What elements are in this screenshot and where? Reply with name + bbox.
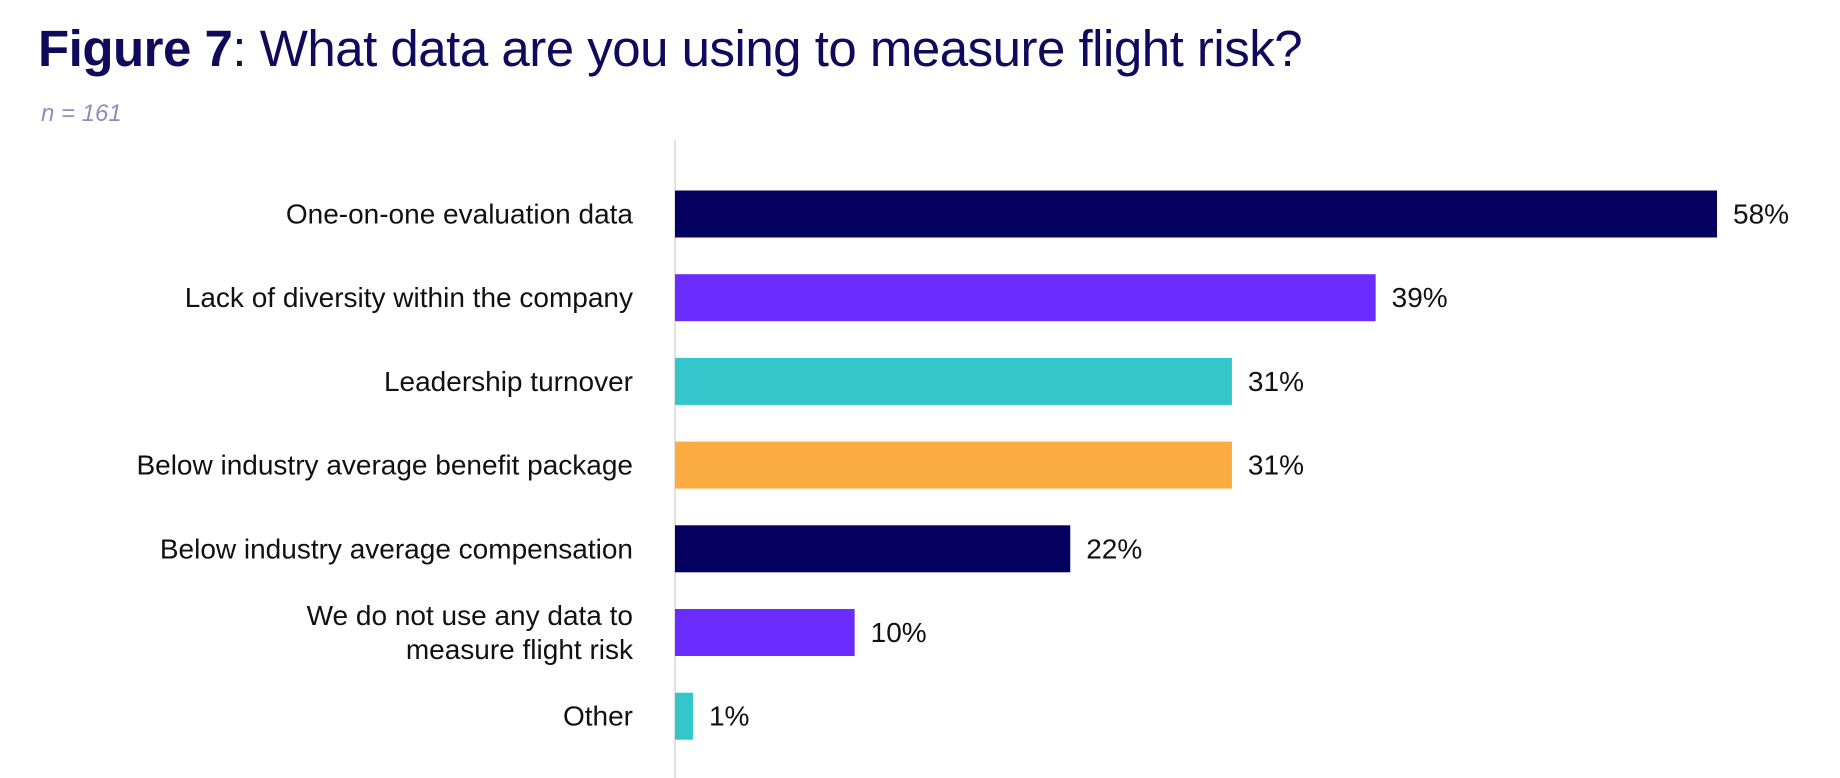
- category-label-line: We do not use any data to: [307, 600, 633, 631]
- sample-size-note: n = 161: [41, 100, 122, 127]
- bar-row: 39% Lack of diversity within the company: [185, 274, 1448, 322]
- bar-value-label: 31%: [1248, 450, 1304, 481]
- bar-value-label: 31%: [1248, 366, 1304, 397]
- bar-row: 31% Leadership turnover: [384, 357, 1304, 405]
- bar-value-label: 39%: [1392, 282, 1448, 313]
- figure-label: Figure 7: [38, 20, 233, 77]
- category-label-line: Below industry average benefit package: [136, 450, 633, 481]
- bar: [675, 441, 1232, 489]
- category-label: Below industry average benefit package: [136, 450, 633, 481]
- bar: [675, 692, 693, 740]
- bar-value-label: 58%: [1733, 199, 1789, 230]
- bar-row: 22% Below industry average compensation: [160, 525, 1142, 573]
- bar-row: 58% One-on-one evaluation data: [286, 190, 1789, 238]
- category-label: Lack of diversity within the company: [185, 282, 633, 313]
- category-label-line: Lack of diversity within the company: [185, 282, 633, 313]
- category-label: One-on-one evaluation data: [286, 199, 634, 230]
- chart-title: Figure 7: What data are you using to mea…: [38, 18, 1303, 80]
- bar: [675, 190, 1717, 238]
- bar: [675, 609, 855, 656]
- category-label: Leadership turnover: [384, 366, 633, 397]
- category-label-line: Below industry average compensation: [160, 533, 633, 564]
- bar-value-label: 22%: [1086, 533, 1142, 564]
- bar: [675, 274, 1376, 322]
- bar: [675, 357, 1232, 405]
- category-label: Below industry average compensation: [160, 533, 633, 564]
- bar-row: 31% Below industry average benefit packag…: [136, 441, 1304, 489]
- category-label-line: measure flight risk: [406, 634, 634, 665]
- category-label-line: Leadership turnover: [384, 366, 633, 397]
- bar-value-label: 10%: [871, 617, 927, 648]
- bar-value-label: 1%: [709, 701, 749, 732]
- category-label: Other: [563, 701, 633, 732]
- bar: [675, 525, 1071, 573]
- category-label-line: Other: [563, 701, 633, 732]
- category-label-line: One-on-one evaluation data: [286, 199, 634, 230]
- figure-question: : What data are you using to measure fli…: [232, 20, 1303, 77]
- bars-layer: 58% One-on-one evaluation data 39% Lack of …: [136, 190, 1789, 740]
- bar-row: 1% Other: [563, 692, 749, 740]
